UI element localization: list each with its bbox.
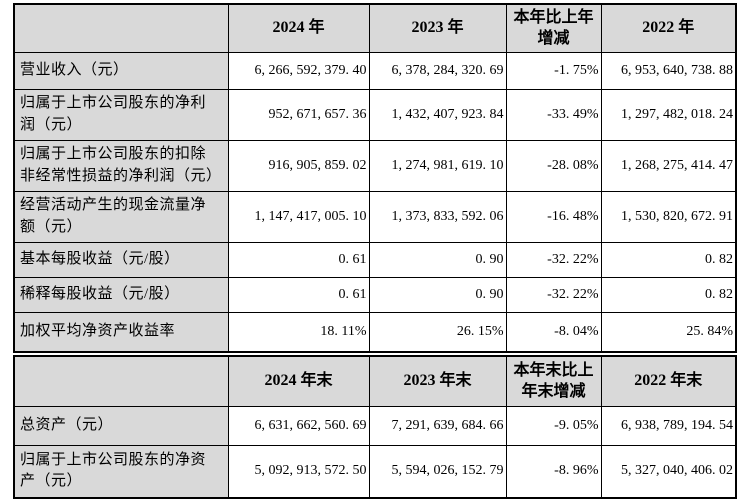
table-row: 总资产（元） 6, 631, 662, 560. 69 7, 291, 639, 6… [13, 405, 737, 446]
value-2023-cell: 1, 274, 981, 619. 10 [368, 139, 507, 192]
row-label-cell: 营业收入（元） [13, 51, 229, 90]
header-empty-cell [13, 355, 229, 407]
value-2024-cell: 6, 266, 592, 379. 40 [227, 51, 370, 90]
table-row: 归属于上市公司股东的净利 润（元） 952, 671, 657. 36 1, 432… [13, 88, 737, 141]
value-2022-cell: 1, 530, 820, 672. 91 [600, 190, 737, 243]
row-label-cell: 基本每股收益（元/股） [13, 241, 229, 278]
value-2023-cell: 1, 373, 833, 592. 06 [368, 190, 507, 243]
value-2022-cell: 1, 268, 275, 414. 47 [600, 139, 737, 192]
change-cell: -9. 05% [505, 405, 602, 446]
table-row: 加权平均净资产收益率 18. 11% 26. 15% -8. 04% 25. 84% [13, 311, 737, 353]
table-header: 2024 年 2023 年 本年比上年 增减 2022 年 [13, 3, 737, 53]
header-2023: 2023 年 [368, 3, 507, 53]
value-2023-cell: 26. 15% [368, 311, 507, 353]
value-2022-cell: 1, 297, 482, 018. 24 [600, 88, 737, 141]
value-2022-end-cell: 5, 327, 040, 406. 02 [600, 444, 737, 499]
change-cell: -8. 04% [505, 311, 602, 353]
value-2022-cell: 6, 953, 640, 738. 88 [600, 51, 737, 90]
row-label-cell: 归属于上市公司股东的净利 润（元） [13, 88, 229, 141]
header-yoy-change: 本年比上年 增减 [505, 3, 602, 53]
change-cell: -33. 49% [505, 88, 602, 141]
table-body-current: 营业收入（元） 6, 266, 592, 379. 40 6, 378, 284, … [13, 51, 737, 353]
value-2023-cell: 0. 90 [368, 276, 507, 313]
value-2024-end-cell: 6, 631, 662, 560. 69 [227, 405, 370, 446]
table-row: 归属于上市公司股东的净资 产（元） 5, 092, 913, 572. 50 5, … [13, 444, 737, 499]
change-cell: -32. 22% [505, 276, 602, 313]
value-2023-end-cell: 7, 291, 639, 684. 66 [368, 405, 507, 446]
table-body-yearend: 总资产（元） 6, 631, 662, 560. 69 7, 291, 639, 6… [13, 405, 737, 499]
financial-table-year-end: 2024 年末 2023 年末 本年末比上 年末增减 2022 年末 总资产（元… [13, 355, 737, 499]
value-2023-end-cell: 5, 594, 026, 152. 79 [368, 444, 507, 499]
value-2024-cell: 952, 671, 657. 36 [227, 88, 370, 141]
header-2023-end: 2023 年末 [368, 355, 507, 407]
change-cell: -1. 75% [505, 51, 602, 90]
row-label-cell: 归属于上市公司股东的净资 产（元） [13, 444, 229, 499]
table-row: 稀释每股收益（元/股） 0. 61 0. 90 -32. 22% 0. 82 [13, 276, 737, 313]
header-yearend-change: 本年末比上 年末增减 [505, 355, 602, 407]
value-2023-cell: 6, 378, 284, 320. 69 [368, 51, 507, 90]
value-2023-cell: 0. 90 [368, 241, 507, 278]
value-2024-cell: 0. 61 [227, 276, 370, 313]
header-2022-end: 2022 年末 [600, 355, 737, 407]
value-2024-end-cell: 5, 092, 913, 572. 50 [227, 444, 370, 499]
financial-summary-page: 2024 年 2023 年 本年比上年 增减 2022 年 营业收入（元） 6, … [0, 3, 743, 503]
value-2024-cell: 18. 11% [227, 311, 370, 353]
financial-table-current-year: 2024 年 2023 年 本年比上年 增减 2022 年 营业收入（元） 6, … [13, 3, 737, 353]
table-header: 2024 年末 2023 年末 本年末比上 年末增减 2022 年末 [13, 355, 737, 407]
row-label-cell: 总资产（元） [13, 405, 229, 446]
header-row-yearend: 2024 年末 2023 年末 本年末比上 年末增减 2022 年末 [13, 355, 737, 407]
table-row: 营业收入（元） 6, 266, 592, 379. 40 6, 378, 284, … [13, 51, 737, 90]
value-2024-cell: 916, 905, 859. 02 [227, 139, 370, 192]
table-row: 基本每股收益（元/股） 0. 61 0. 90 -32. 22% 0. 82 [13, 241, 737, 278]
value-2024-cell: 0. 61 [227, 241, 370, 278]
change-cell: -8. 96% [505, 444, 602, 499]
header-2024: 2024 年 [227, 3, 370, 53]
row-label-cell: 经营活动产生的现金流量净 额（元） [13, 190, 229, 243]
header-row-current: 2024 年 2023 年 本年比上年 增减 2022 年 [13, 3, 737, 53]
value-2022-cell: 0. 82 [600, 276, 737, 313]
change-cell: -16. 48% [505, 190, 602, 243]
value-2022-end-cell: 6, 938, 789, 194. 54 [600, 405, 737, 446]
value-2024-cell: 1, 147, 417, 005. 10 [227, 190, 370, 243]
header-2024-end: 2024 年末 [227, 355, 370, 407]
header-2022: 2022 年 [600, 3, 737, 53]
value-2022-cell: 0. 82 [600, 241, 737, 278]
table-row: 归属于上市公司股东的扣除 非经常性损益的净利润（元） 916, 905, 859.… [13, 139, 737, 192]
table-row: 经营活动产生的现金流量净 额（元） 1, 147, 417, 005. 10 1, … [13, 190, 737, 243]
change-cell: -28. 08% [505, 139, 602, 192]
row-label-cell: 加权平均净资产收益率 [13, 311, 229, 353]
row-label-cell: 稀释每股收益（元/股） [13, 276, 229, 313]
change-cell: -32. 22% [505, 241, 602, 278]
header-empty-cell [13, 3, 229, 53]
value-2023-cell: 1, 432, 407, 923. 84 [368, 88, 507, 141]
value-2022-cell: 25. 84% [600, 311, 737, 353]
row-label-cell: 归属于上市公司股东的扣除 非经常性损益的净利润（元） [13, 139, 229, 192]
